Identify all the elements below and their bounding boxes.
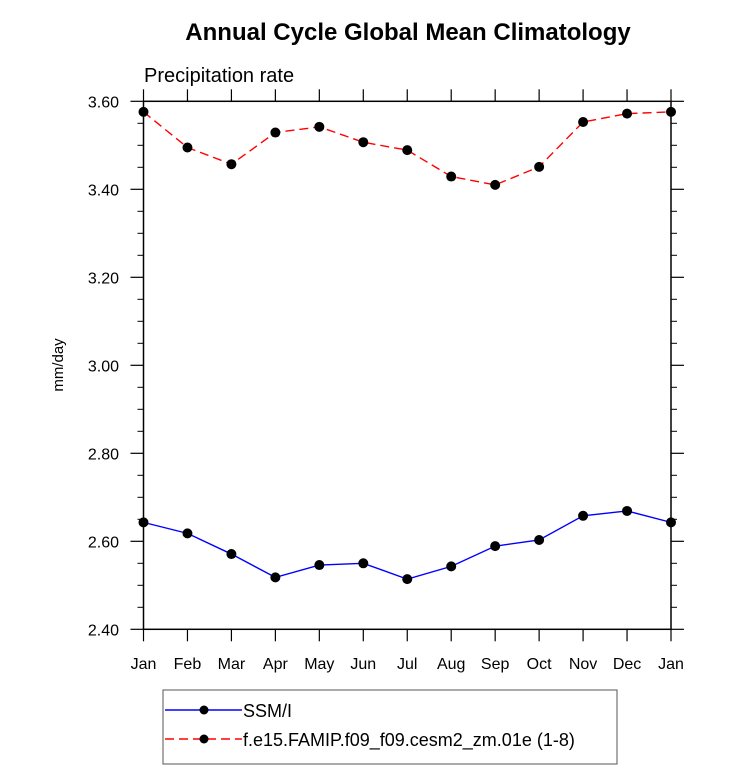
data-point (622, 505, 633, 516)
data-point (270, 127, 281, 138)
x-tick-label: Mar (218, 656, 246, 673)
data-point (490, 179, 501, 190)
x-tick-label: Oct (527, 656, 552, 673)
x-tick-label: Apr (263, 656, 289, 673)
y-axis-label: mm/day (50, 338, 67, 392)
y-tick-label: 2.60 (88, 534, 119, 551)
data-point (534, 534, 545, 545)
y-tick-label: 2.40 (88, 622, 119, 639)
y-tick-label: 3.00 (88, 358, 119, 375)
data-point (402, 574, 413, 585)
data-point (490, 541, 501, 552)
x-tick-label: Aug (437, 656, 465, 673)
data-point (270, 572, 281, 583)
series-group (138, 106, 676, 585)
x-tick-label: Dec (613, 656, 641, 673)
x-tick-label: Jul (397, 656, 417, 673)
legend-label: SSM/I (243, 701, 292, 721)
data-point (578, 116, 589, 127)
series-line-0 (143, 510, 672, 580)
y-tick-label: 3.60 (88, 94, 119, 111)
y-tick-label: 3.40 (88, 182, 119, 199)
x-tick-label: Jan (658, 656, 684, 673)
x-tick-label: Sep (481, 656, 510, 673)
x-tick-label: Nov (569, 656, 597, 673)
legend-label: f.e15.FAMIP.f09_f09.cesm2_zm.01e (1-8) (243, 730, 575, 751)
data-point (402, 145, 413, 156)
y-tick-label: 2.80 (88, 446, 119, 463)
chart-title: Annual Cycle Global Mean Climatology (185, 19, 631, 46)
data-point (182, 528, 193, 539)
y-tick-label: 3.20 (88, 270, 119, 287)
x-tick-label: Jun (350, 656, 376, 673)
data-point (226, 159, 237, 170)
data-point (314, 560, 325, 571)
legend: SSM/I f.e15.FAMIP.f09_f09.cesm2_zm.01e (1… (162, 689, 618, 765)
x-tick-label: Feb (174, 656, 202, 673)
data-point (358, 558, 369, 569)
data-point (622, 108, 633, 119)
data-point (182, 142, 193, 153)
data-point (446, 171, 457, 182)
data-point (578, 510, 589, 521)
axis-ticks (130, 89, 684, 642)
legend-marker (199, 705, 209, 715)
chart-subtitle: Precipitation rate (144, 65, 294, 87)
data-point (226, 549, 237, 560)
legend-box (162, 689, 618, 765)
plot-frame (142, 100, 672, 631)
data-point (446, 561, 457, 572)
legend-marker (199, 734, 209, 744)
data-point (314, 121, 325, 132)
data-point (358, 137, 369, 148)
data-point (534, 161, 545, 172)
tick-labels: Jan Feb Mar Apr May Jun Jul Aug Sep Oct Nov Dec Jan 2… (88, 94, 684, 673)
x-tick-label: May (304, 656, 334, 673)
x-tick-label: Jan (131, 656, 157, 673)
